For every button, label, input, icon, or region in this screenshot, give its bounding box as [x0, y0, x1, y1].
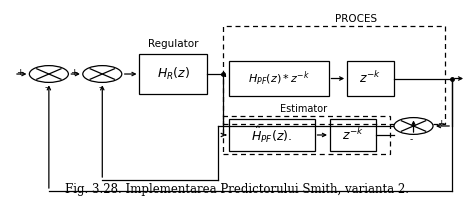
Circle shape: [83, 66, 122, 82]
Circle shape: [394, 118, 433, 134]
Text: $H_R(z)$: $H_R(z)$: [156, 66, 190, 82]
Text: $\hat{H}_{PF}(z).$: $\hat{H}_{PF}(z).$: [251, 125, 292, 145]
Text: +: +: [437, 120, 444, 129]
Circle shape: [29, 66, 68, 82]
Text: Regulator: Regulator: [148, 39, 199, 49]
Bar: [347, 61, 393, 96]
Text: -: -: [45, 83, 48, 92]
Bar: [330, 119, 376, 151]
Text: -: -: [98, 83, 101, 92]
Text: +: +: [16, 68, 24, 76]
Bar: [139, 54, 207, 94]
Text: PROCES: PROCES: [335, 14, 377, 24]
Text: +: +: [70, 68, 77, 76]
Bar: [228, 119, 315, 151]
Bar: [223, 26, 445, 124]
Text: $H_{PF}(z)*z^{-k}$: $H_{PF}(z)*z^{-k}$: [247, 69, 310, 88]
Text: Estimator: Estimator: [280, 104, 327, 114]
Bar: [228, 61, 328, 96]
Bar: [223, 116, 390, 154]
Text: -: -: [410, 135, 413, 144]
Text: $z^{-k}$: $z^{-k}$: [359, 71, 381, 86]
Text: $z^{-k}$: $z^{-k}$: [342, 127, 364, 143]
Text: Fig. 3.28. Implementarea Predictorului Smith, varianta 2.: Fig. 3.28. Implementarea Predictorului S…: [65, 183, 409, 196]
